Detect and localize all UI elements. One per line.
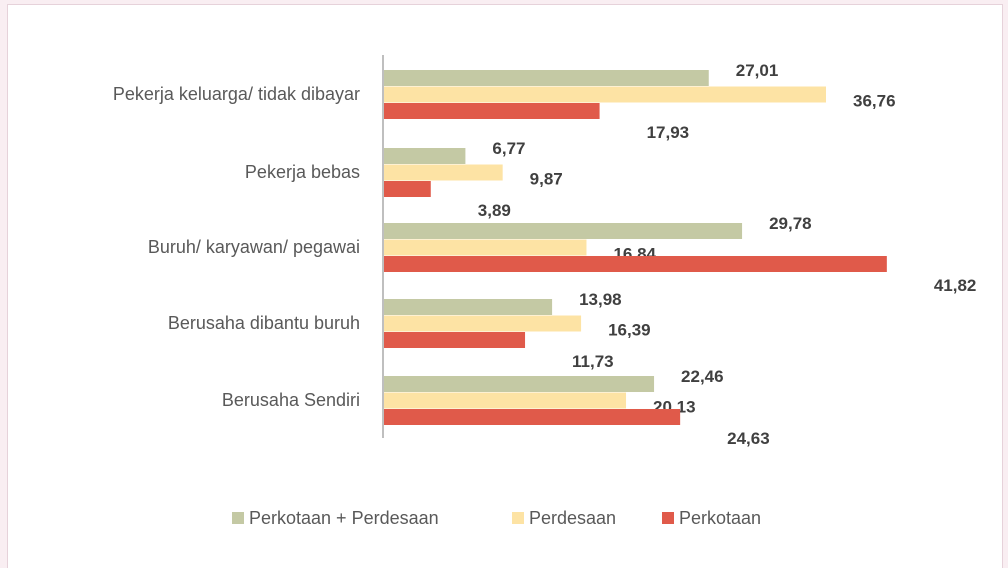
data-label: 22,46: [681, 367, 724, 386]
category-label: Berusaha Sendiri: [222, 390, 360, 410]
data-label: 24,63: [727, 429, 770, 448]
data-label: 11,73: [572, 352, 614, 371]
legend-swatch: [232, 512, 244, 524]
legend-label: Perdesaan: [529, 508, 616, 528]
bar-perkotaan: [384, 332, 526, 348]
data-label: 27,01: [736, 61, 779, 80]
legend-swatch: [512, 512, 524, 524]
bar-perkotaan: [384, 103, 600, 119]
bar-perkotaan: [384, 409, 681, 425]
legend-swatch: [662, 512, 674, 524]
bar-perkotaan: [384, 181, 431, 197]
bar-perdesaan: [384, 86, 826, 103]
data-label: 29,78: [769, 214, 812, 233]
legend-label: Perkotaan + Perdesaan: [249, 508, 439, 528]
bar-perdesaan: [384, 315, 582, 332]
bar-perkotaan: [384, 256, 887, 272]
bar-perdesaan: [384, 392, 627, 409]
bar-perdesaan: [384, 164, 503, 181]
bar-total: [384, 70, 709, 86]
bar-total: [384, 376, 655, 392]
bar-total: [384, 148, 466, 164]
data-label: 16,39: [608, 321, 651, 340]
bar-perdesaan: [384, 239, 587, 256]
data-label: 41,82: [934, 276, 977, 295]
data-label: 3,89: [478, 201, 511, 220]
legend-label: Perkotaan: [679, 508, 761, 528]
data-label: 9,87: [530, 170, 563, 189]
category-label: Pekerja keluarga/ tidak dibayar: [113, 84, 360, 104]
data-label: 17,93: [647, 123, 690, 142]
category-label: Pekerja bebas: [245, 162, 360, 182]
data-label: 13,98: [579, 290, 622, 309]
bar-total: [384, 299, 553, 315]
category-label: Berusaha dibantu buruh: [168, 313, 360, 333]
bar-total: [384, 223, 743, 239]
category-label: Buruh/ karyawan/ pegawai: [148, 237, 360, 257]
data-label: 6,77: [492, 139, 525, 158]
data-label: 36,76: [853, 92, 896, 111]
